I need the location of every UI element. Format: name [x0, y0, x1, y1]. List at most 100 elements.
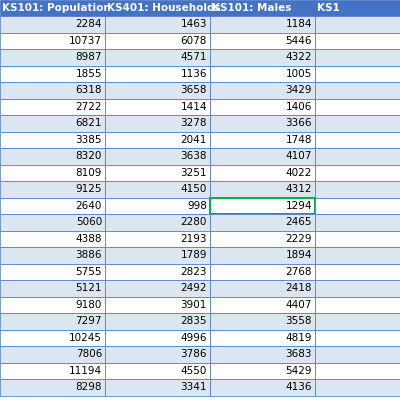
Bar	[105, 0, 210, 16]
Bar	[210, 82, 315, 98]
Bar	[105, 313, 210, 330]
Bar	[0, 264, 105, 280]
Bar	[0, 49, 105, 66]
Bar	[315, 115, 400, 132]
Text: 11194: 11194	[69, 366, 102, 376]
Bar	[105, 330, 210, 346]
Bar	[315, 198, 400, 214]
Text: 4312: 4312	[286, 184, 312, 194]
Text: 3278: 3278	[180, 118, 207, 128]
Text: 2722: 2722	[76, 102, 102, 112]
Bar	[315, 313, 400, 330]
Text: 5121: 5121	[76, 283, 102, 293]
Text: 8109: 8109	[76, 168, 102, 178]
Bar	[0, 32, 105, 49]
Bar	[210, 98, 315, 115]
Text: KS101: Males: KS101: Males	[212, 3, 291, 13]
Text: KS1: KS1	[317, 3, 340, 13]
Bar	[0, 82, 105, 98]
Bar	[210, 296, 315, 313]
Bar	[210, 132, 315, 148]
Bar	[315, 214, 400, 230]
Text: 1463: 1463	[180, 19, 207, 29]
Text: 1005: 1005	[286, 69, 312, 79]
Text: 8298: 8298	[76, 382, 102, 392]
Bar	[315, 148, 400, 164]
Bar	[315, 32, 400, 49]
Text: 2193: 2193	[180, 234, 207, 244]
Bar	[210, 379, 315, 396]
Bar	[0, 164, 105, 181]
Text: 7806: 7806	[76, 349, 102, 359]
Bar	[105, 32, 210, 49]
Bar	[0, 16, 105, 32]
Bar	[0, 0, 105, 16]
Text: KS101: Population: KS101: Population	[2, 3, 111, 13]
Text: 1855: 1855	[76, 69, 102, 79]
Bar	[210, 49, 315, 66]
Bar	[210, 313, 315, 330]
Bar	[210, 0, 315, 16]
Text: 7297: 7297	[76, 316, 102, 326]
Bar	[315, 379, 400, 396]
Bar	[105, 346, 210, 362]
Text: 3429: 3429	[286, 85, 312, 95]
Bar	[0, 230, 105, 247]
Text: 3251: 3251	[180, 168, 207, 178]
Bar	[315, 230, 400, 247]
Text: 9180: 9180	[76, 300, 102, 310]
Text: 10245: 10245	[69, 333, 102, 343]
Bar	[315, 98, 400, 115]
Text: 998: 998	[187, 201, 207, 211]
Text: 5446: 5446	[286, 36, 312, 46]
Bar	[0, 98, 105, 115]
Bar	[315, 264, 400, 280]
Bar	[210, 280, 315, 296]
Text: 2465: 2465	[286, 217, 312, 227]
Bar	[315, 164, 400, 181]
Bar	[210, 164, 315, 181]
Bar	[210, 66, 315, 82]
Text: 2284: 2284	[76, 19, 102, 29]
Text: 4107: 4107	[286, 151, 312, 161]
Bar	[105, 247, 210, 264]
Text: 5755: 5755	[76, 267, 102, 277]
Text: 3385: 3385	[76, 135, 102, 145]
Bar	[105, 296, 210, 313]
Text: 2041: 2041	[181, 135, 207, 145]
Bar	[0, 214, 105, 230]
Text: KS401: Households: KS401: Households	[107, 3, 221, 13]
Bar	[105, 181, 210, 198]
Bar	[0, 66, 105, 82]
Text: 3886: 3886	[76, 250, 102, 260]
Text: 1789: 1789	[180, 250, 207, 260]
Text: 1294: 1294	[286, 201, 312, 211]
Text: 4571: 4571	[180, 52, 207, 62]
Text: 2280: 2280	[181, 217, 207, 227]
Bar	[210, 32, 315, 49]
Bar	[105, 362, 210, 379]
Bar	[0, 362, 105, 379]
Bar	[105, 164, 210, 181]
Bar	[315, 49, 400, 66]
Text: 2229: 2229	[286, 234, 312, 244]
Bar	[0, 280, 105, 296]
Bar	[315, 346, 400, 362]
Text: 4407: 4407	[286, 300, 312, 310]
Bar	[0, 181, 105, 198]
Bar	[315, 132, 400, 148]
Bar	[210, 198, 315, 214]
Bar	[105, 66, 210, 82]
Bar	[0, 296, 105, 313]
Bar	[0, 198, 105, 214]
Text: 6078: 6078	[181, 36, 207, 46]
Text: 4388: 4388	[76, 234, 102, 244]
Text: 2418: 2418	[286, 283, 312, 293]
Bar	[315, 296, 400, 313]
Text: 1894: 1894	[286, 250, 312, 260]
Bar	[105, 148, 210, 164]
Bar	[210, 148, 315, 164]
Text: 8320: 8320	[76, 151, 102, 161]
Text: 4996: 4996	[180, 333, 207, 343]
Bar	[315, 280, 400, 296]
